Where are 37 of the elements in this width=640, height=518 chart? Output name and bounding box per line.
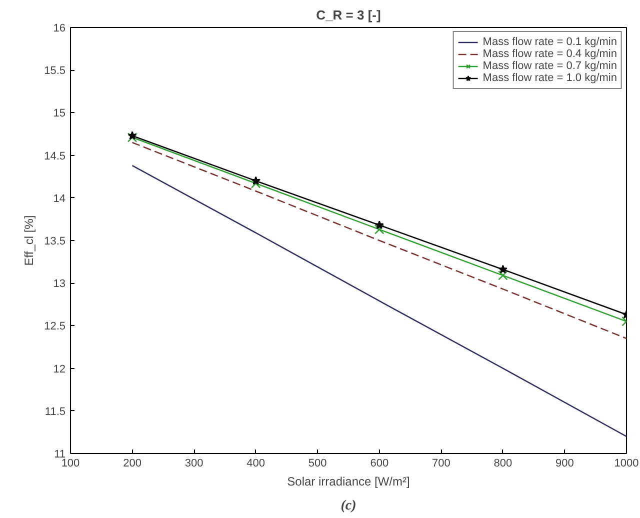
point xyxy=(127,132,138,142)
legend-label: Mass flow rate = 0.4 kg/min xyxy=(482,48,617,60)
legend-label: Mass flow rate = 1.0 kg/min xyxy=(482,72,617,84)
x-tick-label: 200 xyxy=(123,458,142,470)
x-tick-label: 600 xyxy=(370,458,389,470)
y-tick-label: 12 xyxy=(53,363,66,376)
x-tick-label: 1000 xyxy=(614,458,639,470)
x-tick-label: 800 xyxy=(494,458,512,470)
x-tick-label: 400 xyxy=(246,458,266,470)
y-tick-label: 11.5 xyxy=(44,406,66,418)
point xyxy=(251,176,260,185)
y-tick-label: 13.5 xyxy=(44,236,66,248)
y-tick-label: 14 xyxy=(53,192,66,205)
text: (c) xyxy=(340,498,356,514)
x-tick-label: 300 xyxy=(184,458,204,470)
legend-label: Mass flow rate = 0.7 kg/min xyxy=(482,60,617,72)
x-tick-label: 100 xyxy=(61,458,80,470)
legend-label: Mass flow rate = 0.1 kg/min xyxy=(482,36,617,48)
y-tick-label: 15.5 xyxy=(44,65,66,78)
point xyxy=(498,270,508,280)
x-tick-label: 900 xyxy=(556,458,574,470)
y-tick-label: 13 xyxy=(53,278,66,290)
x-axis-title: Solar irradiance [W/m²] xyxy=(287,474,410,488)
y-tick-label: 15 xyxy=(53,108,66,120)
point xyxy=(374,224,384,234)
chart-title: C_R = 3 [-] xyxy=(316,8,381,22)
point xyxy=(498,264,508,274)
y-tick-label: 12.5 xyxy=(44,320,66,333)
y-tick-label: 14.5 xyxy=(44,150,66,162)
y-tick-label: 16 xyxy=(53,22,66,34)
point xyxy=(250,178,261,188)
point xyxy=(374,220,384,230)
x-tick-label: 500 xyxy=(308,458,327,470)
line-series xyxy=(132,164,626,438)
y-axis-title: Eff_cl [%] xyxy=(22,215,36,266)
x-tick-label: 700 xyxy=(432,458,450,470)
point xyxy=(128,131,137,140)
